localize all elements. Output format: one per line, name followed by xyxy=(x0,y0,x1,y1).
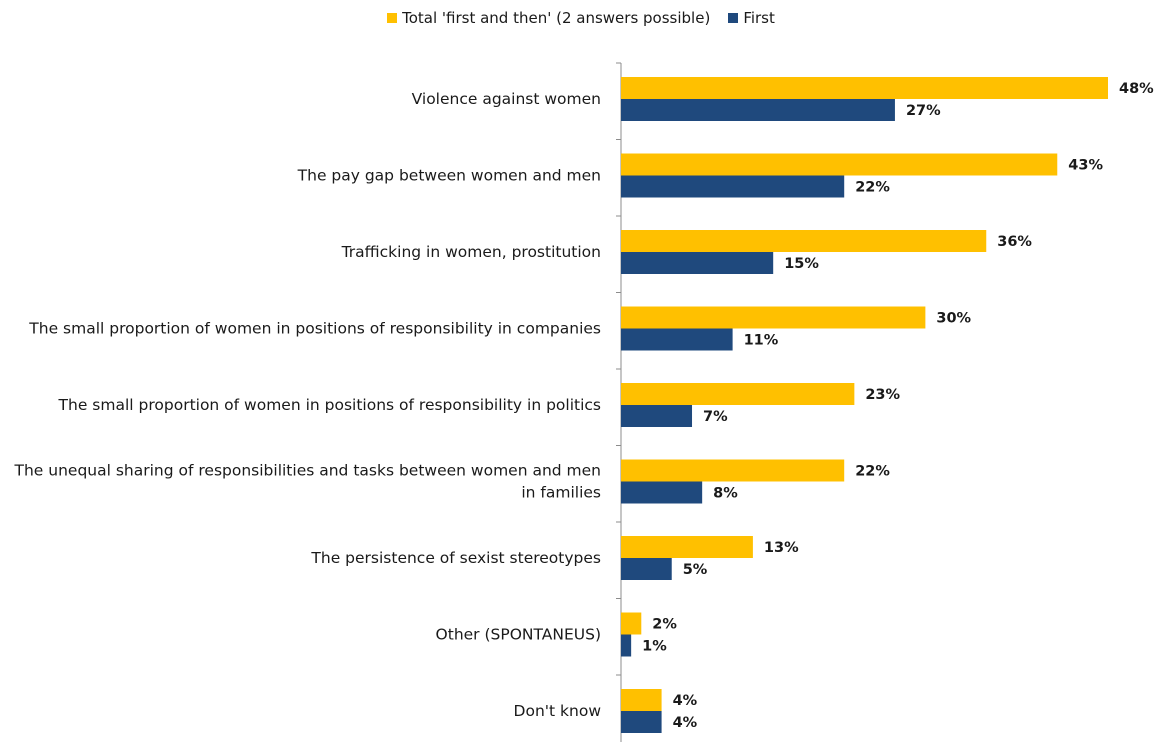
bar-first xyxy=(621,99,895,121)
legend-label: Total 'first and then' (2 answers possib… xyxy=(402,9,711,27)
value-label: 36% xyxy=(997,234,1032,250)
legend-swatch xyxy=(728,13,739,23)
bar-total xyxy=(621,536,753,558)
value-label: 22% xyxy=(855,180,890,196)
bar-first xyxy=(621,175,845,198)
chart-legend: Total 'first and then' (2 answers possib… xyxy=(0,6,1162,30)
category-label: The small proportion of women in positio… xyxy=(58,396,601,414)
bar-total xyxy=(621,153,1058,176)
value-label: 11% xyxy=(744,333,779,349)
value-label: 30% xyxy=(936,311,971,327)
value-label: 48% xyxy=(1119,81,1154,97)
legend-label: First xyxy=(743,9,775,27)
value-label: 5% xyxy=(683,562,708,578)
value-label: 22% xyxy=(855,464,890,480)
category-label: Violence against women xyxy=(412,90,601,108)
value-label: 15% xyxy=(784,256,819,272)
bar-total xyxy=(621,306,926,329)
value-label: 1% xyxy=(642,639,667,655)
value-label: 23% xyxy=(865,387,900,403)
category-label: The unequal sharing of responsibilities … xyxy=(14,462,601,502)
category-label: The persistence of sexist stereotypes xyxy=(310,549,601,567)
category-label: The small proportion of women in positio… xyxy=(28,320,601,338)
bar-first xyxy=(621,252,774,274)
bar-total xyxy=(621,230,987,252)
value-label: 43% xyxy=(1068,158,1103,174)
bar-total xyxy=(621,383,855,405)
category-label: Trafficking in women, prostitution xyxy=(341,243,601,261)
legend-swatch xyxy=(387,13,398,23)
value-label: 13% xyxy=(764,540,799,556)
value-label: 8% xyxy=(713,486,738,502)
bar-total xyxy=(621,689,662,711)
value-label: 7% xyxy=(703,409,728,425)
bar-first xyxy=(621,711,662,733)
category-label: Don't know xyxy=(514,702,602,720)
legend-item-0: Total 'first and then' (2 answers possib… xyxy=(387,9,710,27)
bar-total xyxy=(621,459,845,482)
bar-total xyxy=(621,612,642,635)
value-label: 27% xyxy=(906,103,941,119)
bar-first xyxy=(621,405,693,427)
value-label: 2% xyxy=(652,617,677,633)
value-label: 4% xyxy=(673,715,698,731)
category-label: Other (SPONTANEUS) xyxy=(436,626,601,644)
bar-first xyxy=(621,481,703,504)
value-label: 4% xyxy=(673,693,698,709)
bar-first xyxy=(621,634,632,657)
bar-first xyxy=(621,558,672,580)
category-label: The pay gap between women and men xyxy=(297,167,601,185)
legend-item-1: First xyxy=(728,9,775,27)
bar-first xyxy=(621,328,733,351)
bar-total xyxy=(621,77,1108,99)
